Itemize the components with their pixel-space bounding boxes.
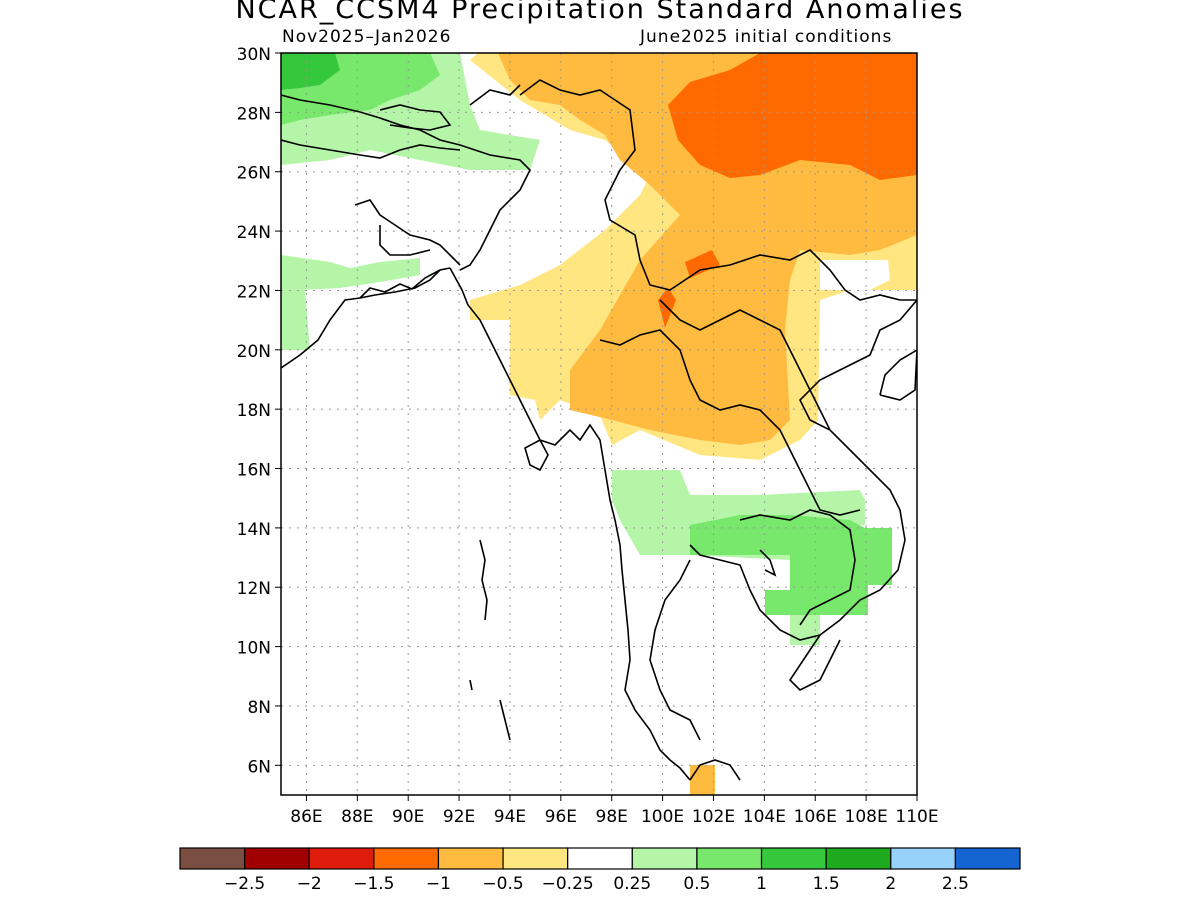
lon-tick-label: 96E <box>545 807 577 827</box>
lat-tick-label: 8N <box>247 698 271 718</box>
lon-tick-label: 88E <box>341 807 373 827</box>
colorbar-swatch <box>373 847 440 870</box>
thailand-gulf-coast <box>649 559 741 781</box>
nepal-border <box>281 139 461 159</box>
colorbar-label: −0.5 <box>482 874 523 894</box>
colorbar-label: 0.5 <box>683 874 710 894</box>
colorbar-label: 0.25 <box>613 874 651 894</box>
colorbar-swatch <box>696 847 763 870</box>
colorbar-swatch <box>437 847 504 870</box>
lon-tick-label: 108E <box>845 807 888 827</box>
lat-tick-label: 28N <box>237 104 271 124</box>
lat-tick-label: 24N <box>237 223 271 243</box>
bhutan-border <box>379 104 452 131</box>
lon-tick-label: 92E <box>443 807 475 827</box>
plot-frame <box>280 52 918 796</box>
bangladesh-border <box>354 199 461 266</box>
anomaly-region-plus-1-cambodia <box>690 515 892 615</box>
colorbar-swatch <box>502 847 569 870</box>
initial-conditions: June2025 initial conditions <box>640 27 893 47</box>
colorbar-label: −2.5 <box>224 874 265 894</box>
lat-tick-label: 14N <box>237 520 271 540</box>
andaman-islands <box>469 539 511 741</box>
colorbar-swatch <box>179 847 246 870</box>
colorbar-label: 2.5 <box>942 874 969 894</box>
anomaly-region-minus-1.5 <box>668 53 917 180</box>
colorbar-swatch <box>825 847 892 870</box>
colorbar-label: −1 <box>426 874 451 894</box>
latitude-labels: 30N 28N 26N 24N 22N 20N 18N 16N 14N 12N 10N 8N 6N <box>237 45 281 777</box>
lat-tick-label: 10N <box>237 639 271 659</box>
anomaly-region-plus-0.5-west <box>281 290 310 350</box>
anomaly-region-plus-0.5-bangladesh <box>281 255 420 290</box>
colorbar-swatch <box>760 847 827 870</box>
lon-tick-label: 104E <box>743 807 786 827</box>
colorbar-label: 1.5 <box>813 874 840 894</box>
colorbar <box>179 847 1021 870</box>
lat-tick-label: 20N <box>237 342 271 362</box>
colorbar-swatch <box>308 847 375 870</box>
forecast-period: Nov2025–Jan2026 <box>282 27 452 47</box>
myanmar-border <box>519 79 917 301</box>
vietnam-south <box>788 634 841 691</box>
vietnam-east-coast <box>879 349 917 401</box>
anomaly-region-minus-1.5-small <box>685 250 720 278</box>
colorbar-swatch <box>244 847 310 870</box>
lat-tick-label: 16N <box>237 461 271 481</box>
lon-tick-label: 100E <box>641 807 684 827</box>
anomaly-region-plus-0.5-thailand <box>612 470 865 560</box>
anomaly-region-plus-1.5 <box>281 53 340 90</box>
anomaly-shading <box>281 53 917 795</box>
colorbar-label: 1 <box>756 874 767 894</box>
india-coast <box>281 267 451 369</box>
laos-border <box>659 299 831 431</box>
colorbar-label: 2 <box>885 874 896 894</box>
lat-tick-label: 22N <box>237 282 271 302</box>
lon-tick-label: 86E <box>290 807 322 827</box>
bay-delta <box>359 269 441 299</box>
gulf-of-thailand-north <box>689 299 917 641</box>
lon-tick-label: 110E <box>895 807 938 827</box>
china-north-border <box>469 84 521 106</box>
colorbar-label: −2 <box>297 874 322 894</box>
anomaly-region-minus-1-south <box>690 765 715 795</box>
colorbar-labels: −2.5 −2 −1.5 −1 −0.5 −0.25 0.25 0.5 1 1.5 2 2.5 <box>224 874 969 894</box>
cambodia-border <box>739 509 856 626</box>
thailand-border <box>599 329 861 516</box>
page-title: NCAR_CCSM4 Precipitation Standard Anomal… <box>235 0 965 25</box>
colorbar-swatch <box>890 847 956 870</box>
lon-tick-label: 102E <box>692 807 735 827</box>
lon-tick-label: 98E <box>596 807 628 827</box>
lon-tick-label: 90E <box>392 807 424 827</box>
lat-tick-label: 18N <box>237 401 271 421</box>
longitude-labels: 86E 88E 90E 92E 94E 96E 98E 100E 102E 104E 106E 108… <box>290 795 939 827</box>
northeast-india-border <box>281 94 531 271</box>
lat-tick-label: 12N <box>237 579 271 599</box>
lat-tick-label: 30N <box>237 45 271 65</box>
colorbar-swatch <box>954 847 1021 870</box>
anomaly-region-neutral <box>820 260 890 290</box>
gulf-islands <box>759 549 777 577</box>
myanmar-coast <box>449 267 691 781</box>
colorbar-label: −0.25 <box>542 874 594 894</box>
lon-tick-label: 94E <box>494 807 526 827</box>
lat-tick-label: 6N <box>247 757 271 777</box>
lon-tick-label: 106E <box>794 807 837 827</box>
colorbar-label: −1.5 <box>353 874 394 894</box>
coastlines-and-borders <box>281 79 917 781</box>
colorbar-swatch <box>631 847 698 870</box>
colorbar-swatch <box>567 847 633 870</box>
lat-tick-label: 26N <box>237 164 271 184</box>
